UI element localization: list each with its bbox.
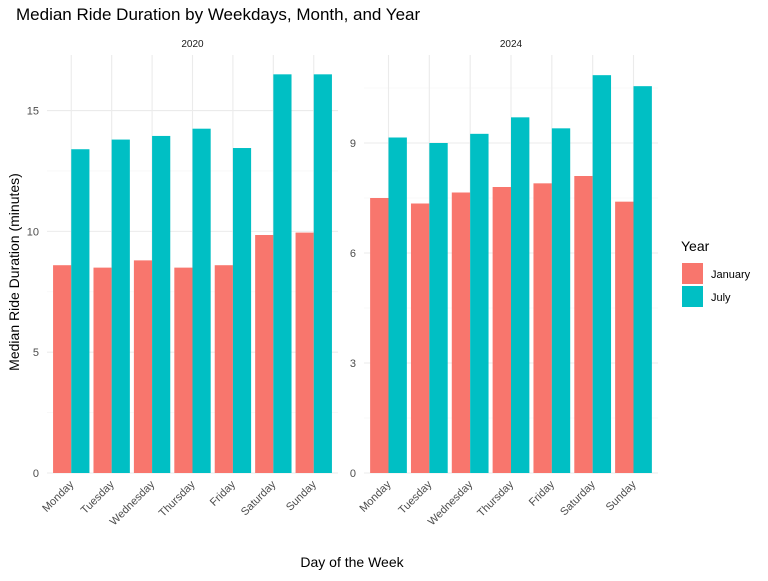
bar-january-thursday xyxy=(174,267,193,473)
bar-july-sunday xyxy=(633,86,652,474)
legend-key-july xyxy=(682,286,703,307)
x-tick-label: Monday xyxy=(357,478,394,515)
bar-january-friday xyxy=(214,265,233,473)
legend-title: Year xyxy=(681,238,710,254)
bar-january-monday xyxy=(370,198,389,473)
legend-label-july: July xyxy=(711,292,731,304)
bar-july-tuesday xyxy=(429,143,448,473)
bar-july-saturday xyxy=(592,75,612,474)
y-tick-label: 6 xyxy=(350,248,356,260)
bar-january-friday xyxy=(533,183,552,474)
x-tick-label: Sunday xyxy=(604,478,639,513)
bar-january-tuesday xyxy=(410,203,430,473)
x-tick-label: Saturday xyxy=(558,478,598,518)
bar-july-thursday xyxy=(192,128,211,473)
x-axis-title: Day of the Week xyxy=(300,554,404,570)
bar-january-monday xyxy=(53,265,72,473)
bar-january-wednesday xyxy=(133,260,153,473)
bar-january-wednesday xyxy=(451,192,471,473)
bar-july-friday xyxy=(551,128,571,474)
x-tick-label: Sunday xyxy=(284,478,319,513)
legend: Year January July xyxy=(681,238,751,307)
bar-january-thursday xyxy=(492,187,511,473)
bar-july-monday xyxy=(71,149,90,474)
bar-july-tuesday xyxy=(111,139,130,473)
y-tick-label: 10 xyxy=(27,226,39,238)
bar-january-sunday xyxy=(295,232,314,473)
y-tick-label: 3 xyxy=(350,358,356,370)
x-tick-label: Monday xyxy=(40,478,77,515)
chart-title: Median Ride Duration by Weekdays, Month,… xyxy=(16,5,420,24)
bar-july-wednesday xyxy=(152,135,171,473)
bar-july-monday xyxy=(388,137,407,473)
x-tick-label: Friday xyxy=(527,478,557,508)
x-tick-label: Tuesday xyxy=(79,478,117,516)
bar-january-sunday xyxy=(615,201,634,473)
y-tick-label: 9 xyxy=(350,138,356,150)
bar-july-friday xyxy=(232,148,252,473)
x-tick-label: Saturday xyxy=(239,478,279,518)
bar-january-saturday xyxy=(255,235,274,473)
panel-strip-label: 2020 xyxy=(181,39,204,50)
bar-january-saturday xyxy=(574,176,593,473)
y-tick-label: 5 xyxy=(33,347,39,359)
panel-strip-label: 2024 xyxy=(500,39,523,50)
bar-january-tuesday xyxy=(93,267,112,473)
bar-july-wednesday xyxy=(470,133,489,474)
bar-july-thursday xyxy=(511,117,530,473)
x-tick-label: Thursday xyxy=(157,478,198,519)
y-tick-label: 15 xyxy=(27,106,39,118)
y-tick-label: 0 xyxy=(350,468,356,480)
x-tick-label: Tuesday xyxy=(396,478,434,516)
x-tick-label: Wednesday xyxy=(426,478,476,528)
bar-july-saturday xyxy=(273,74,292,474)
x-tick-label: Thursday xyxy=(475,478,516,519)
x-tick-label: Friday xyxy=(208,478,238,508)
bar-july-sunday xyxy=(313,74,332,474)
y-tick-label: 0 xyxy=(33,468,39,480)
legend-key-january xyxy=(682,263,703,284)
y-axis-title: Median Ride Duration (minutes) xyxy=(6,173,22,371)
legend-label-january: January xyxy=(711,269,751,281)
